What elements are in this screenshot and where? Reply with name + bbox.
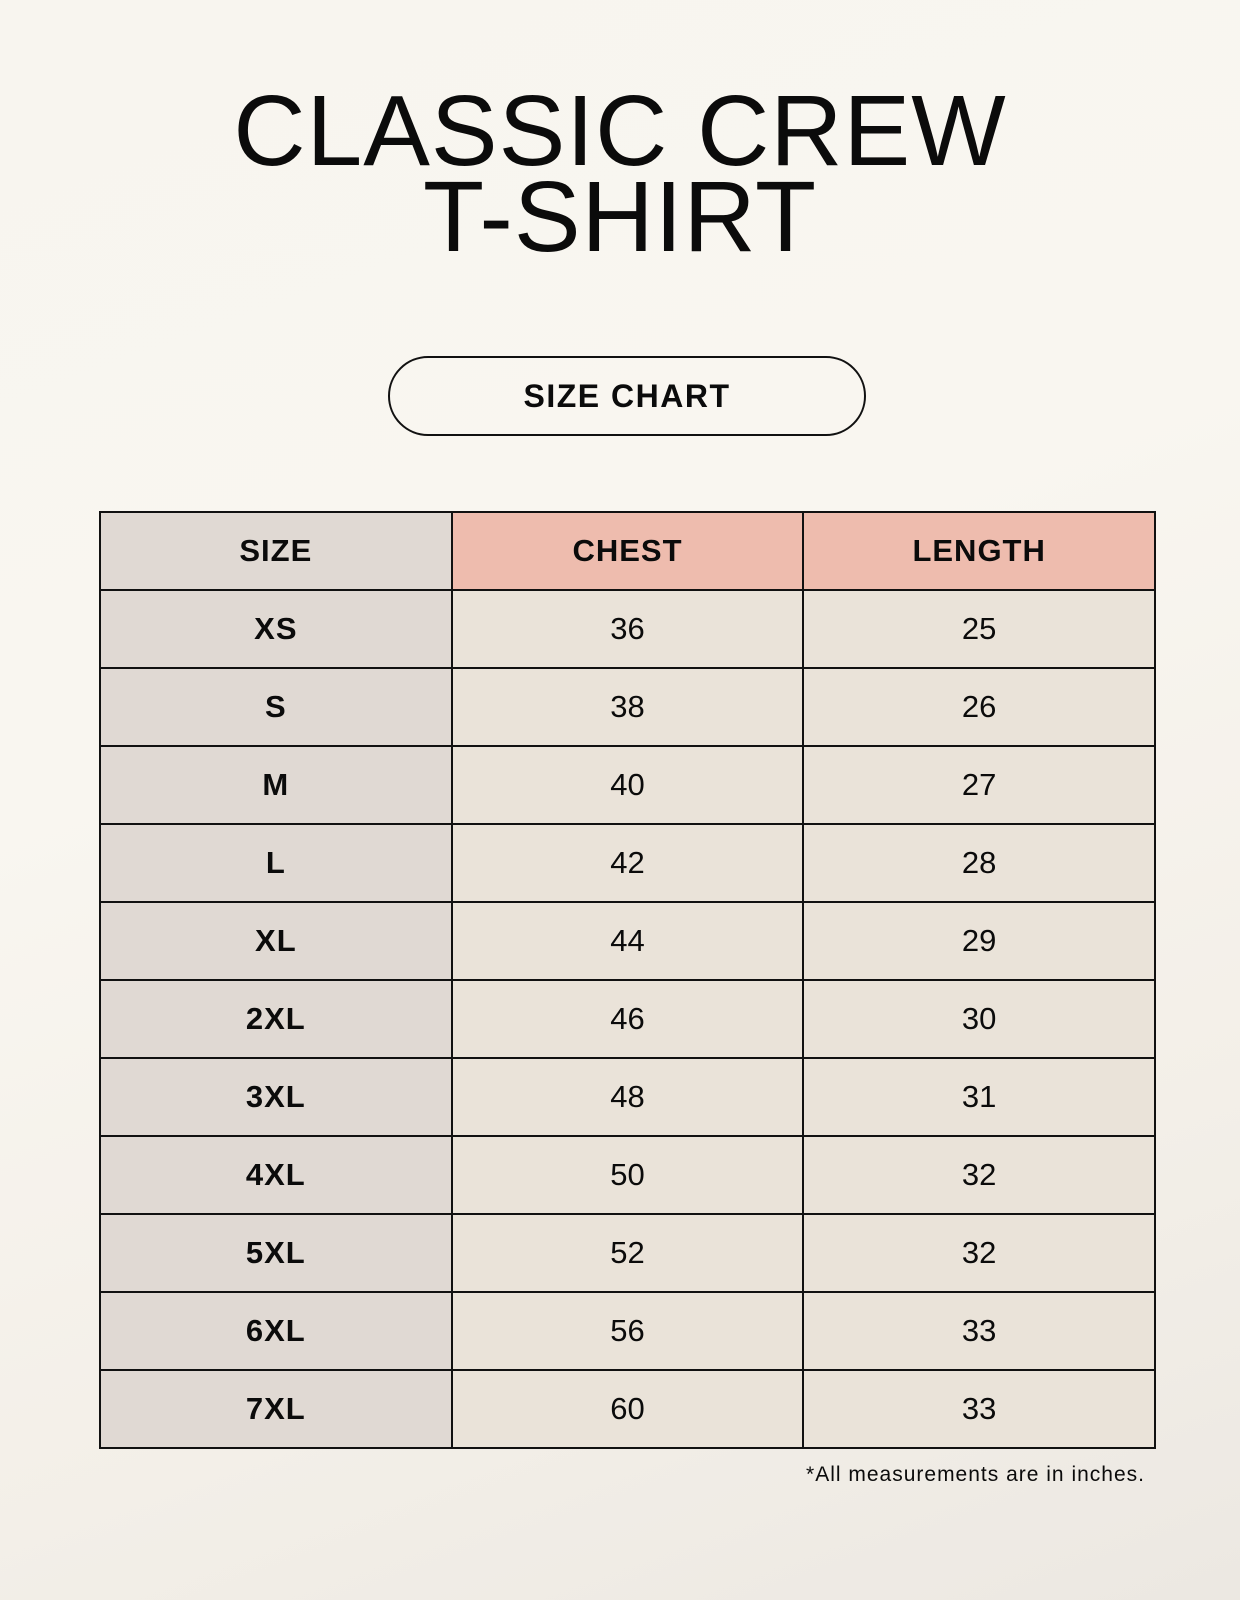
table-row: XS 36 25 — [99, 589, 1156, 669]
cell-chest: 40 — [450, 745, 805, 825]
cell-chest: 46 — [450, 979, 805, 1059]
cell-size: 2XL — [99, 979, 453, 1059]
cell-size: 5XL — [99, 1213, 453, 1293]
cell-chest: 44 — [450, 901, 805, 981]
cell-chest: 38 — [450, 667, 805, 747]
title-line-2: T-SHIRT — [422, 161, 818, 273]
table-row: S 38 26 — [99, 667, 1156, 747]
footnote: *All measurements are in inches. — [806, 1463, 1145, 1486]
table-row: M 40 27 — [99, 745, 1156, 825]
cell-length: 25 — [802, 589, 1156, 669]
cell-size: 3XL — [99, 1057, 453, 1137]
cell-size: M — [99, 745, 453, 825]
cell-length: 32 — [802, 1135, 1156, 1215]
table-row: 7XL 60 33 — [99, 1369, 1156, 1449]
cell-length: 28 — [802, 823, 1156, 903]
cell-chest: 60 — [450, 1369, 805, 1449]
cell-size: 7XL — [99, 1369, 453, 1449]
page-title: CLASSIC CREW T-SHIRT — [0, 75, 1240, 273]
size-chart-badge: SIZE CHART — [388, 356, 866, 436]
cell-chest: 52 — [450, 1213, 805, 1293]
cell-chest: 48 — [450, 1057, 805, 1137]
cell-length: 31 — [802, 1057, 1156, 1137]
cell-size: S — [99, 667, 453, 747]
cell-chest: 36 — [450, 589, 805, 669]
cell-length: 30 — [802, 979, 1156, 1059]
header-size: SIZE — [99, 511, 453, 591]
table-row: 2XL 46 30 — [99, 979, 1156, 1059]
cell-length: 33 — [802, 1369, 1156, 1449]
cell-size: XL — [99, 901, 453, 981]
header-chest: CHEST — [450, 511, 805, 591]
cell-size: 4XL — [99, 1135, 453, 1215]
header-length: LENGTH — [802, 511, 1156, 591]
cell-chest: 42 — [450, 823, 805, 903]
cell-length: 26 — [802, 667, 1156, 747]
cell-length: 32 — [802, 1213, 1156, 1293]
table-row: 4XL 50 32 — [99, 1135, 1156, 1215]
cell-size: L — [99, 823, 453, 903]
cell-size: 6XL — [99, 1291, 453, 1371]
table-row: 5XL 52 32 — [99, 1213, 1156, 1293]
size-table: SIZE CHEST LENGTH XS 36 25 S 38 26 M 40 27 L 42 28 X… — [99, 511, 1156, 1449]
table-row: L 42 28 — [99, 823, 1156, 903]
table-row: XL 44 29 — [99, 901, 1156, 981]
cell-chest: 56 — [450, 1291, 805, 1371]
cell-length: 27 — [802, 745, 1156, 825]
cell-size: XS — [99, 589, 453, 669]
title-line-1: CLASSIC CREW — [233, 75, 1007, 187]
cell-length: 33 — [802, 1291, 1156, 1371]
table-header-row: SIZE CHEST LENGTH — [99, 511, 1156, 591]
table-row: 6XL 56 33 — [99, 1291, 1156, 1371]
cell-chest: 50 — [450, 1135, 805, 1215]
cell-length: 29 — [802, 901, 1156, 981]
table-row: 3XL 48 31 — [99, 1057, 1156, 1137]
